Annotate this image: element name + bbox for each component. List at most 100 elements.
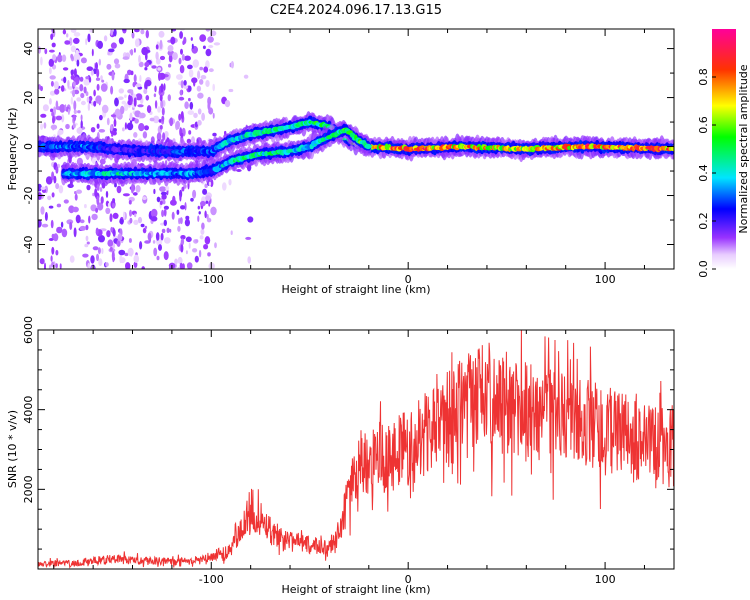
snr-ticks: -100 0 100 2000 4000 6000 <box>22 316 674 586</box>
noise-speck <box>184 218 190 227</box>
noise-speck <box>201 222 205 230</box>
noise-speck <box>144 225 148 229</box>
noise-speck <box>137 216 143 224</box>
noise-speck <box>65 123 70 130</box>
noise-streak <box>132 81 136 88</box>
noise-speck <box>56 226 63 234</box>
noise-streak <box>96 68 100 78</box>
noise-speck <box>134 213 137 218</box>
noise-speck <box>168 63 172 68</box>
noise-streak <box>180 48 183 55</box>
noise-speck <box>204 183 208 189</box>
y-tick-label: -40 <box>22 236 35 254</box>
noise-speck <box>40 186 46 190</box>
noise-streak <box>181 263 185 269</box>
noise-speck <box>88 215 91 224</box>
noise-speck <box>118 249 126 256</box>
noise-speck <box>191 43 194 50</box>
noise-speck <box>63 199 69 204</box>
noise-speck <box>204 236 211 245</box>
snr-line <box>38 330 674 569</box>
noise-speck <box>213 42 221 46</box>
noise-speck <box>194 121 198 128</box>
noise-speck <box>100 196 104 204</box>
noise-speck <box>84 204 87 209</box>
noise-speck <box>97 202 104 211</box>
noise-speck <box>138 123 145 132</box>
noise-speck <box>98 258 103 266</box>
noise-speck <box>143 88 148 94</box>
noise-speck <box>55 115 63 121</box>
snr-panel: -100 0 100 2000 4000 6000 Height of straight … <box>6 316 675 596</box>
noise-streak <box>51 233 55 239</box>
spectrogram-ticks: -100 0 100 -40 -20 0 20 40 <box>22 29 674 286</box>
noise-speck <box>208 107 214 115</box>
noise-speck <box>86 96 90 103</box>
noise-streak <box>110 226 114 233</box>
noise-speck <box>204 210 207 219</box>
x-tick-label: 100 <box>595 573 616 586</box>
noise-speck <box>144 61 150 68</box>
noise-speck <box>170 36 176 45</box>
noise-streak <box>128 94 132 102</box>
ridge-core <box>364 143 372 150</box>
noise-speck <box>236 169 242 172</box>
noise-speck <box>197 92 204 99</box>
spectrogram-frame <box>37 28 675 270</box>
noise-speck <box>101 104 109 114</box>
noise-speck <box>70 96 74 105</box>
noise-speck <box>40 113 47 118</box>
noise-speck <box>90 127 96 133</box>
noise-speck <box>73 32 81 37</box>
noise-speck <box>43 122 47 129</box>
noise-speck <box>200 228 205 235</box>
noise-streak <box>95 62 98 70</box>
noise-speck <box>79 76 84 82</box>
noise-speck <box>122 56 130 60</box>
noise-speck <box>151 65 157 69</box>
x-tick-label: 100 <box>595 273 616 286</box>
noise-speck <box>70 29 77 33</box>
noise-speck <box>197 70 201 80</box>
noise-streak <box>109 246 113 252</box>
noise-speck <box>54 88 60 95</box>
noise-speck <box>122 127 125 132</box>
noise-speck <box>64 40 71 45</box>
noise-streak <box>161 115 165 122</box>
noise-speck <box>85 224 89 231</box>
noise-speck <box>188 97 191 102</box>
noise-speck <box>61 228 68 238</box>
y-tick-label: 4000 <box>22 396 35 424</box>
noise-speck <box>212 112 215 119</box>
noise-speck <box>247 256 251 264</box>
noise-speck <box>145 95 150 101</box>
noise-speck <box>44 48 48 55</box>
noise-speck <box>56 203 62 208</box>
noise-speck <box>119 218 124 225</box>
noise-speck <box>179 65 185 74</box>
noise-speck <box>80 57 87 64</box>
noise-speck <box>117 96 124 100</box>
noise-speck <box>188 69 194 78</box>
noise-speck <box>60 221 64 228</box>
noise-speck <box>150 208 158 218</box>
noise-speck <box>182 40 185 45</box>
noise-speck <box>198 211 201 215</box>
noise-speck <box>144 67 148 71</box>
noise-speck <box>163 237 171 244</box>
noise-speck <box>120 105 125 115</box>
noise-speck <box>100 83 108 92</box>
noise-speck <box>154 100 158 109</box>
y-tick-label: 0 <box>22 143 35 150</box>
noise-speck <box>85 38 88 46</box>
noise-speck <box>142 131 148 139</box>
noise-streak <box>160 83 164 93</box>
x-tick-label: -100 <box>199 573 224 586</box>
noise-speck <box>139 241 143 250</box>
noise-streak <box>160 232 164 241</box>
noise-speck <box>105 262 109 267</box>
noise-speck <box>70 69 74 76</box>
noise-speck <box>164 160 168 166</box>
noise-streak <box>159 125 163 130</box>
noise-streak <box>93 100 97 107</box>
